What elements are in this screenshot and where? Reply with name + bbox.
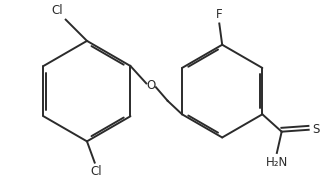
Text: Cl: Cl	[91, 166, 102, 179]
Text: F: F	[216, 8, 222, 21]
Text: S: S	[313, 123, 320, 136]
Text: Cl: Cl	[51, 4, 63, 17]
Text: O: O	[146, 79, 156, 92]
Text: H₂N: H₂N	[266, 156, 288, 169]
